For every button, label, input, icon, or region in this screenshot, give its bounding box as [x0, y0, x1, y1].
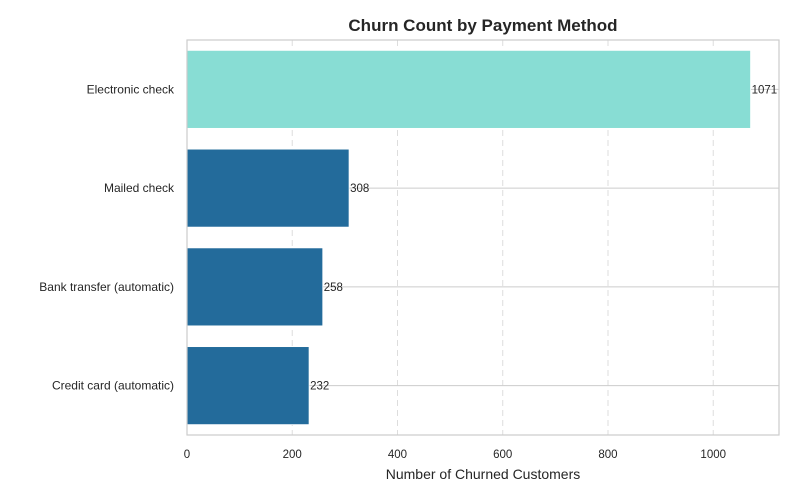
bar [186, 148, 350, 228]
x-tick-label: 1000 [700, 449, 726, 461]
data-label: 308 [350, 183, 369, 195]
labels-layer: 1071 308 258 232 [310, 84, 777, 392]
x-tick-label: 200 [283, 449, 302, 461]
x-tick-label: 400 [388, 449, 407, 461]
bars-layer [186, 49, 751, 426]
bar [186, 49, 751, 129]
category-label: Credit card (automatic) [52, 379, 174, 393]
x-tick-label: 0 [184, 449, 190, 461]
x-axis-label: Number of Churned Customers [386, 466, 581, 482]
x-tick-label: 600 [493, 449, 512, 461]
chart-title: Churn Count by Payment Method [348, 16, 617, 35]
data-label: 1071 [752, 84, 778, 96]
x-tick-label: 800 [598, 449, 617, 461]
category-labels: Electronic check Mailed check Bank transfe… [39, 82, 175, 392]
category-label: Mailed check [104, 181, 175, 195]
bar [186, 346, 310, 426]
x-ticks: 0 200 400 600 800 1000 [184, 449, 726, 461]
plot-frame [186, 39, 780, 436]
category-label: Electronic check [87, 82, 175, 96]
data-label: 232 [310, 381, 329, 393]
bar [186, 247, 324, 327]
category-label: Bank transfer (automatic) [39, 280, 174, 294]
data-label: 258 [324, 282, 343, 294]
